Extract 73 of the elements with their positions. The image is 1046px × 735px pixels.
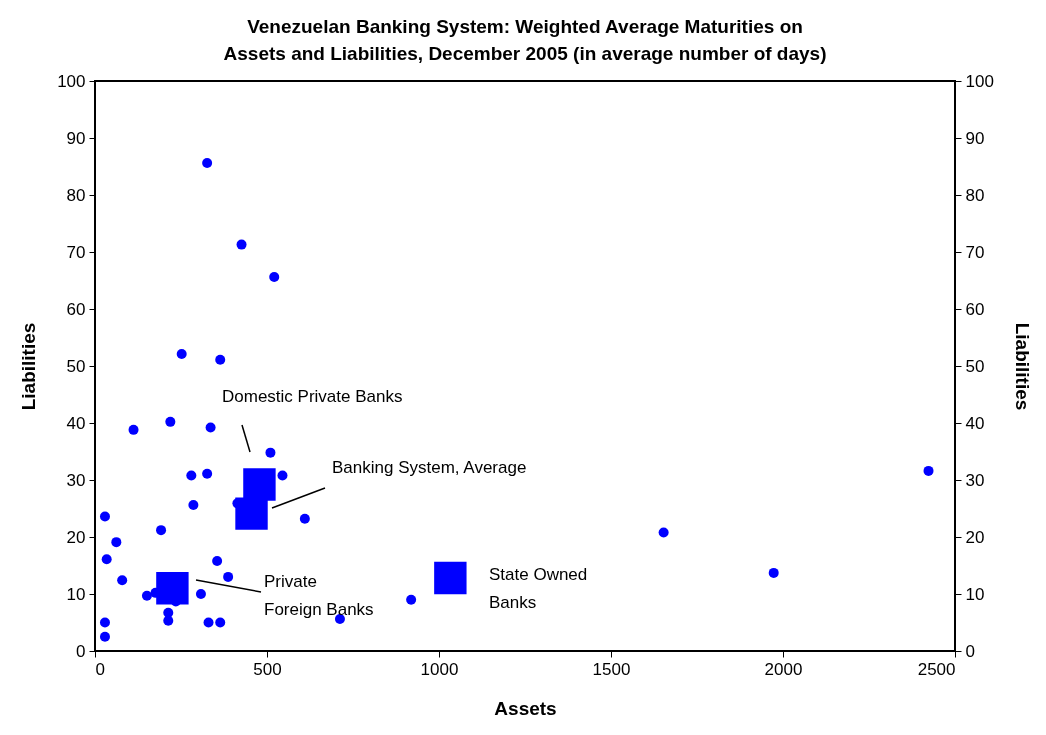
point — [205, 422, 216, 433]
y2-tick-label: 60 — [965, 299, 985, 319]
y2-tick-label: 10 — [965, 584, 985, 604]
point — [202, 158, 213, 169]
x-tick-label: 2000 — [764, 659, 803, 679]
point — [156, 525, 167, 536]
point — [923, 465, 934, 476]
y-tick-label: 50 — [66, 356, 86, 376]
annotation: Domestic Private Banks — [222, 387, 403, 406]
point — [99, 511, 110, 522]
point — [111, 537, 122, 548]
y2-tick-label: 40 — [965, 413, 985, 433]
y-tick-label: 30 — [66, 470, 86, 490]
x-tick-label: 1000 — [420, 659, 459, 679]
point — [128, 424, 139, 435]
annotation: Private Foreign Banks — [264, 572, 374, 619]
y-tick-label: 80 — [66, 185, 86, 205]
point — [186, 470, 197, 481]
point — [215, 354, 226, 365]
y2-tick-label: 20 — [965, 527, 985, 547]
y-tick-label: 60 — [66, 299, 86, 319]
annotation: Banking System, Average — [332, 458, 527, 477]
y2-tick-label: 100 — [965, 71, 994, 91]
point — [202, 468, 213, 479]
y2-tick-label: 90 — [965, 128, 985, 148]
point — [236, 239, 247, 250]
x-axis-title: Assets — [494, 697, 557, 719]
point — [117, 575, 128, 586]
chart-title: Venezuelan Banking System: Weighted Average Maturities on Assets and Liabilities, December 2005 (in average number of days) — [223, 16, 827, 64]
point — [434, 561, 467, 595]
y2-tick-label: 70 — [965, 242, 985, 262]
x-tick-label: 1500 — [592, 659, 631, 679]
y-tick-label: 90 — [66, 128, 86, 148]
point — [334, 614, 345, 625]
point — [243, 468, 276, 501]
y-tick-label: 20 — [66, 527, 86, 547]
point — [188, 500, 199, 511]
point — [99, 617, 110, 628]
y-tick-label: 40 — [66, 413, 86, 433]
y2-tick-label: 50 — [965, 356, 985, 376]
y-tick-label: 70 — [66, 242, 86, 262]
point — [203, 617, 214, 628]
y-tick-label: 100 — [57, 71, 86, 91]
point — [176, 349, 187, 360]
x-tick-label: 0 — [95, 659, 105, 679]
y-tick-label: 0 — [76, 641, 86, 661]
y2-axis-title: Liabilities — [1011, 322, 1033, 411]
y2-tick-label: 80 — [965, 185, 985, 205]
point — [235, 497, 268, 530]
point — [215, 617, 226, 628]
point — [141, 590, 152, 601]
point — [265, 447, 276, 458]
annotation: State Owned Banks — [489, 565, 588, 612]
point — [768, 567, 779, 578]
point — [99, 631, 110, 642]
x-tick-label: 500 — [253, 659, 282, 679]
point — [277, 470, 288, 481]
point — [212, 555, 223, 566]
point — [406, 594, 417, 605]
y2-tick-label: 30 — [965, 470, 985, 490]
point — [156, 572, 189, 605]
point — [299, 513, 310, 524]
point — [269, 272, 280, 283]
x-tick-label: 2500 — [917, 659, 956, 679]
y2-tick-label: 0 — [965, 641, 975, 661]
point — [101, 554, 112, 565]
point — [163, 615, 174, 626]
y-tick-label: 10 — [66, 584, 86, 604]
point — [195, 589, 206, 599]
point — [165, 416, 176, 427]
y-axis-title: Liabilities — [18, 322, 40, 411]
point — [223, 571, 234, 582]
point — [658, 527, 669, 538]
